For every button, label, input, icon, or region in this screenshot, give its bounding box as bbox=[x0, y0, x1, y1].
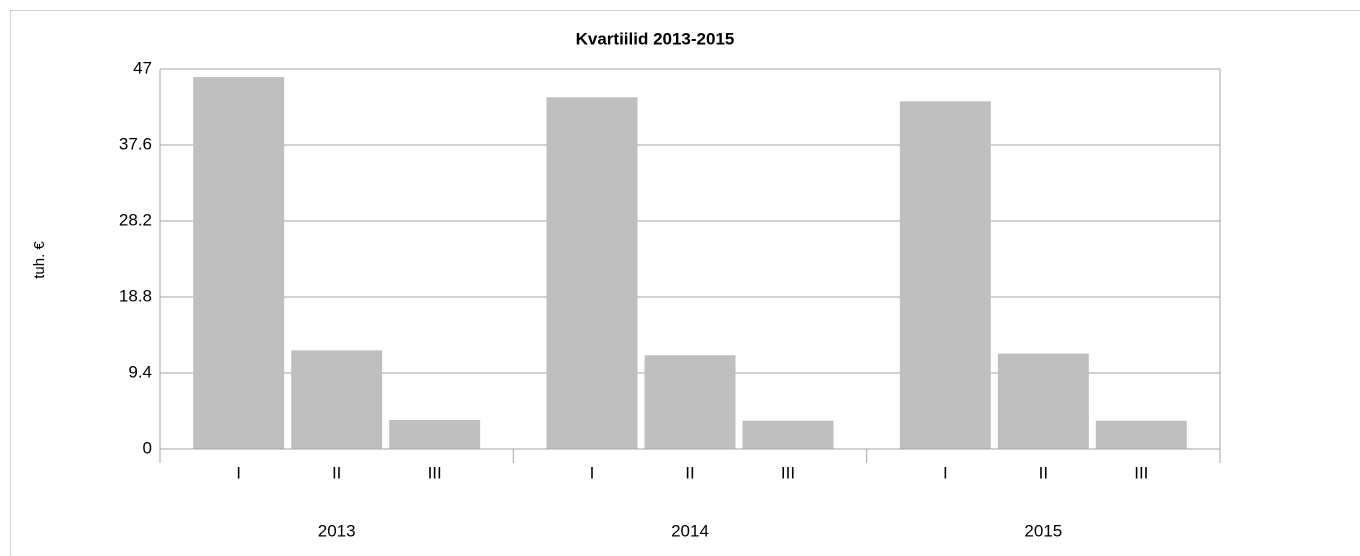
group-label: 2015 bbox=[1024, 521, 1062, 540]
bar bbox=[899, 101, 991, 449]
y-tick-label: 0 bbox=[143, 438, 152, 457]
x-tick-label: I bbox=[943, 463, 948, 482]
x-tick-label: III bbox=[428, 463, 442, 482]
x-tick-label: I bbox=[590, 463, 595, 482]
bar bbox=[997, 353, 1089, 449]
y-tick-label: 9.4 bbox=[128, 362, 152, 381]
bar bbox=[193, 77, 285, 449]
x-tick-label: III bbox=[1134, 463, 1148, 482]
x-tick-label: II bbox=[1039, 463, 1048, 482]
x-tick-label: I bbox=[236, 463, 241, 482]
y-tick-label: 28.2 bbox=[119, 210, 152, 229]
x-tick-label: II bbox=[332, 463, 341, 482]
chart-title: Kvartiilid 2013-2015 bbox=[576, 29, 735, 48]
bar bbox=[644, 355, 736, 449]
bar bbox=[546, 97, 638, 449]
x-tick-label: III bbox=[781, 463, 795, 482]
x-tick-label: II bbox=[685, 463, 694, 482]
y-tick-label: 47 bbox=[133, 58, 152, 77]
y-axis-title: tuh. € bbox=[31, 241, 48, 279]
y-tick-label: 37.6 bbox=[119, 134, 152, 153]
bar bbox=[742, 420, 834, 449]
group-label: 2014 bbox=[671, 521, 709, 540]
bar bbox=[291, 350, 383, 449]
bar bbox=[389, 419, 481, 449]
y-tick-label: 18.8 bbox=[119, 286, 152, 305]
group-label: 2013 bbox=[318, 521, 356, 540]
bar bbox=[1095, 420, 1187, 449]
